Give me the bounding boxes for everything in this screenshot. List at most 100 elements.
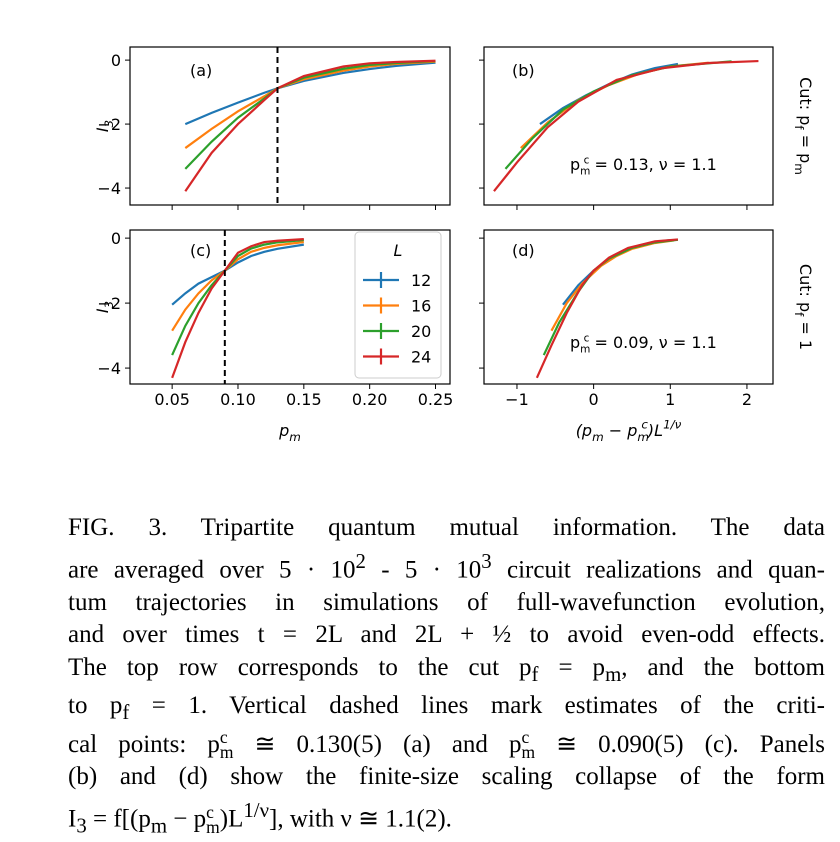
annotation: pmc = 0.09, ν = 1.1: [570, 332, 717, 355]
panel-label: (b): [512, 61, 535, 80]
x-axis-label: (pm − pmc)L1/ν: [576, 417, 682, 444]
panel-label: (c): [190, 241, 211, 260]
text-run: are averaged over 5 · 10: [68, 555, 356, 583]
text-run: )L: [647, 421, 663, 440]
text-run: cal points: p: [68, 730, 220, 758]
text-run: = 0.09, ν = 1.1: [589, 333, 716, 352]
subscript: m: [219, 742, 234, 763]
x-tick-label: 0.20: [352, 390, 388, 409]
superscript: c: [584, 332, 590, 344]
superscript: 3: [481, 548, 492, 573]
caption-line: tum trajectories in simulations of full-…: [68, 587, 825, 620]
text-run: I: [93, 308, 112, 313]
panel-label: (a): [190, 61, 212, 80]
superscript: 1/ν: [243, 798, 269, 823]
data-line: [504, 60, 732, 170]
caption-line: I3 = f[(pm − p c m)L1/ν], with ν ≅ 1.1(2).: [68, 794, 825, 842]
superscript: c: [206, 801, 214, 822]
subscript: m: [580, 344, 590, 356]
subscript: f: [792, 312, 806, 317]
x-tick-label: 0.15: [286, 390, 322, 409]
subscript: 3: [102, 301, 116, 309]
text-run: (b) and (d) show the finite-size scaling…: [68, 763, 825, 791]
axes-frame: [483, 46, 774, 206]
caption-line: are averaged over 5 · 102 - 5 · 103 circ…: [68, 545, 825, 587]
caption-line: The top row corresponds to the cut pf = …: [68, 652, 825, 691]
text-run: , and the bottom: [621, 653, 825, 681]
subscript: f: [792, 125, 806, 130]
y-tick-label: 0: [111, 51, 121, 70]
subscript: m: [289, 430, 301, 444]
subscript: m: [580, 166, 590, 178]
text-run: = f[(p: [86, 805, 151, 833]
text-run: )L: [219, 805, 244, 833]
superscript: 1/ν: [663, 417, 682, 431]
subscript: m: [792, 163, 806, 175]
x-tick-label: 0: [589, 390, 599, 409]
data-line: [535, 238, 679, 379]
text-run: circuit realizations and quan-: [491, 555, 825, 583]
text-run: = p: [538, 653, 606, 681]
text-run: ≅ 0.130(5) (a) and p: [233, 730, 522, 758]
y-tick-label: −2: [97, 115, 121, 134]
y-tick-label: −4: [97, 179, 121, 198]
data-line: [562, 238, 671, 306]
text-run: I: [93, 127, 112, 132]
page-body: {"chart_data": [ {"type": "line", "panel…: [68, 46, 825, 838]
row-label: Cut: pf = 1: [792, 264, 815, 350]
superscript: c: [584, 154, 590, 166]
subscript: f: [531, 661, 539, 686]
superscript: c: [219, 727, 228, 748]
text-run: − p: [167, 805, 207, 833]
text-run: FIG. 3. Tripartite quantum mutual inform…: [68, 514, 825, 541]
subscript: m: [150, 813, 168, 838]
subscript: 3: [76, 813, 87, 838]
subscript: m: [521, 742, 536, 763]
caption-line: and over times t = 2L and 2L + ½ to avoi…: [68, 619, 825, 652]
caption-line: to pf = 1. Vertical dashed lines mark es…: [68, 690, 825, 729]
text-run: tum trajectories in simulations of full-…: [68, 588, 825, 616]
subscript: m: [592, 430, 604, 444]
subscript: m: [206, 816, 220, 837]
caption: FIG. 3. Tripartite quantum mutual inform…: [68, 512, 825, 842]
data-line: [493, 59, 759, 192]
text-run: ], with ν ≅ 1.1(2).: [269, 805, 452, 833]
axes-frame: [129, 46, 451, 206]
x-tick-label: 0.25: [418, 390, 454, 409]
data-line: [171, 237, 304, 379]
data-line: [171, 243, 305, 306]
text-run: and over times t = 2L and 2L + ½ to avoi…: [68, 621, 825, 649]
subscript: m: [637, 430, 649, 444]
text-run: ≅ 0.090(5) (c). Panels: [535, 730, 825, 758]
text-run: = 1. Vertical dashed lines mark estimate…: [129, 692, 825, 720]
text-run: p: [278, 421, 289, 440]
legend-label: 12: [411, 271, 431, 290]
text-run: Cut: p: [796, 77, 815, 125]
text-run: I: [68, 805, 77, 833]
data-line: [520, 61, 709, 149]
superscript: c: [641, 417, 648, 431]
page: body { margin: 0; width: 840px; height: …: [68, 46, 825, 838]
text-run: − p: [604, 421, 638, 440]
x-tick-label: 0.05: [154, 390, 190, 409]
row-label: Cut: pf = pm: [792, 77, 815, 175]
text-run: to p: [68, 692, 123, 720]
annotation: pmc = 0.13, ν = 1.1: [570, 154, 717, 177]
figure: 0−2−4(a)I3(b)pmc = 0.13, ν = 1.10.05 0.10…: [93, 46, 815, 444]
x-tick-label: 0.10: [220, 390, 256, 409]
data-line: [550, 239, 675, 332]
y-tick-label: −2: [97, 294, 121, 313]
caption-line: FIG. 3. Tripartite quantum mutual inform…: [68, 512, 825, 545]
x-tick-label: 2: [742, 390, 752, 409]
legend-label: 24: [411, 348, 431, 367]
x-axis-label: pm: [278, 421, 301, 444]
y-axis-label: I3: [93, 120, 116, 132]
panel-label: (d): [512, 241, 535, 260]
x-tick-label: −1: [505, 390, 529, 409]
text-run: Cut: p: [796, 264, 815, 312]
subscript: 3: [102, 120, 116, 128]
data-line: [184, 59, 436, 192]
